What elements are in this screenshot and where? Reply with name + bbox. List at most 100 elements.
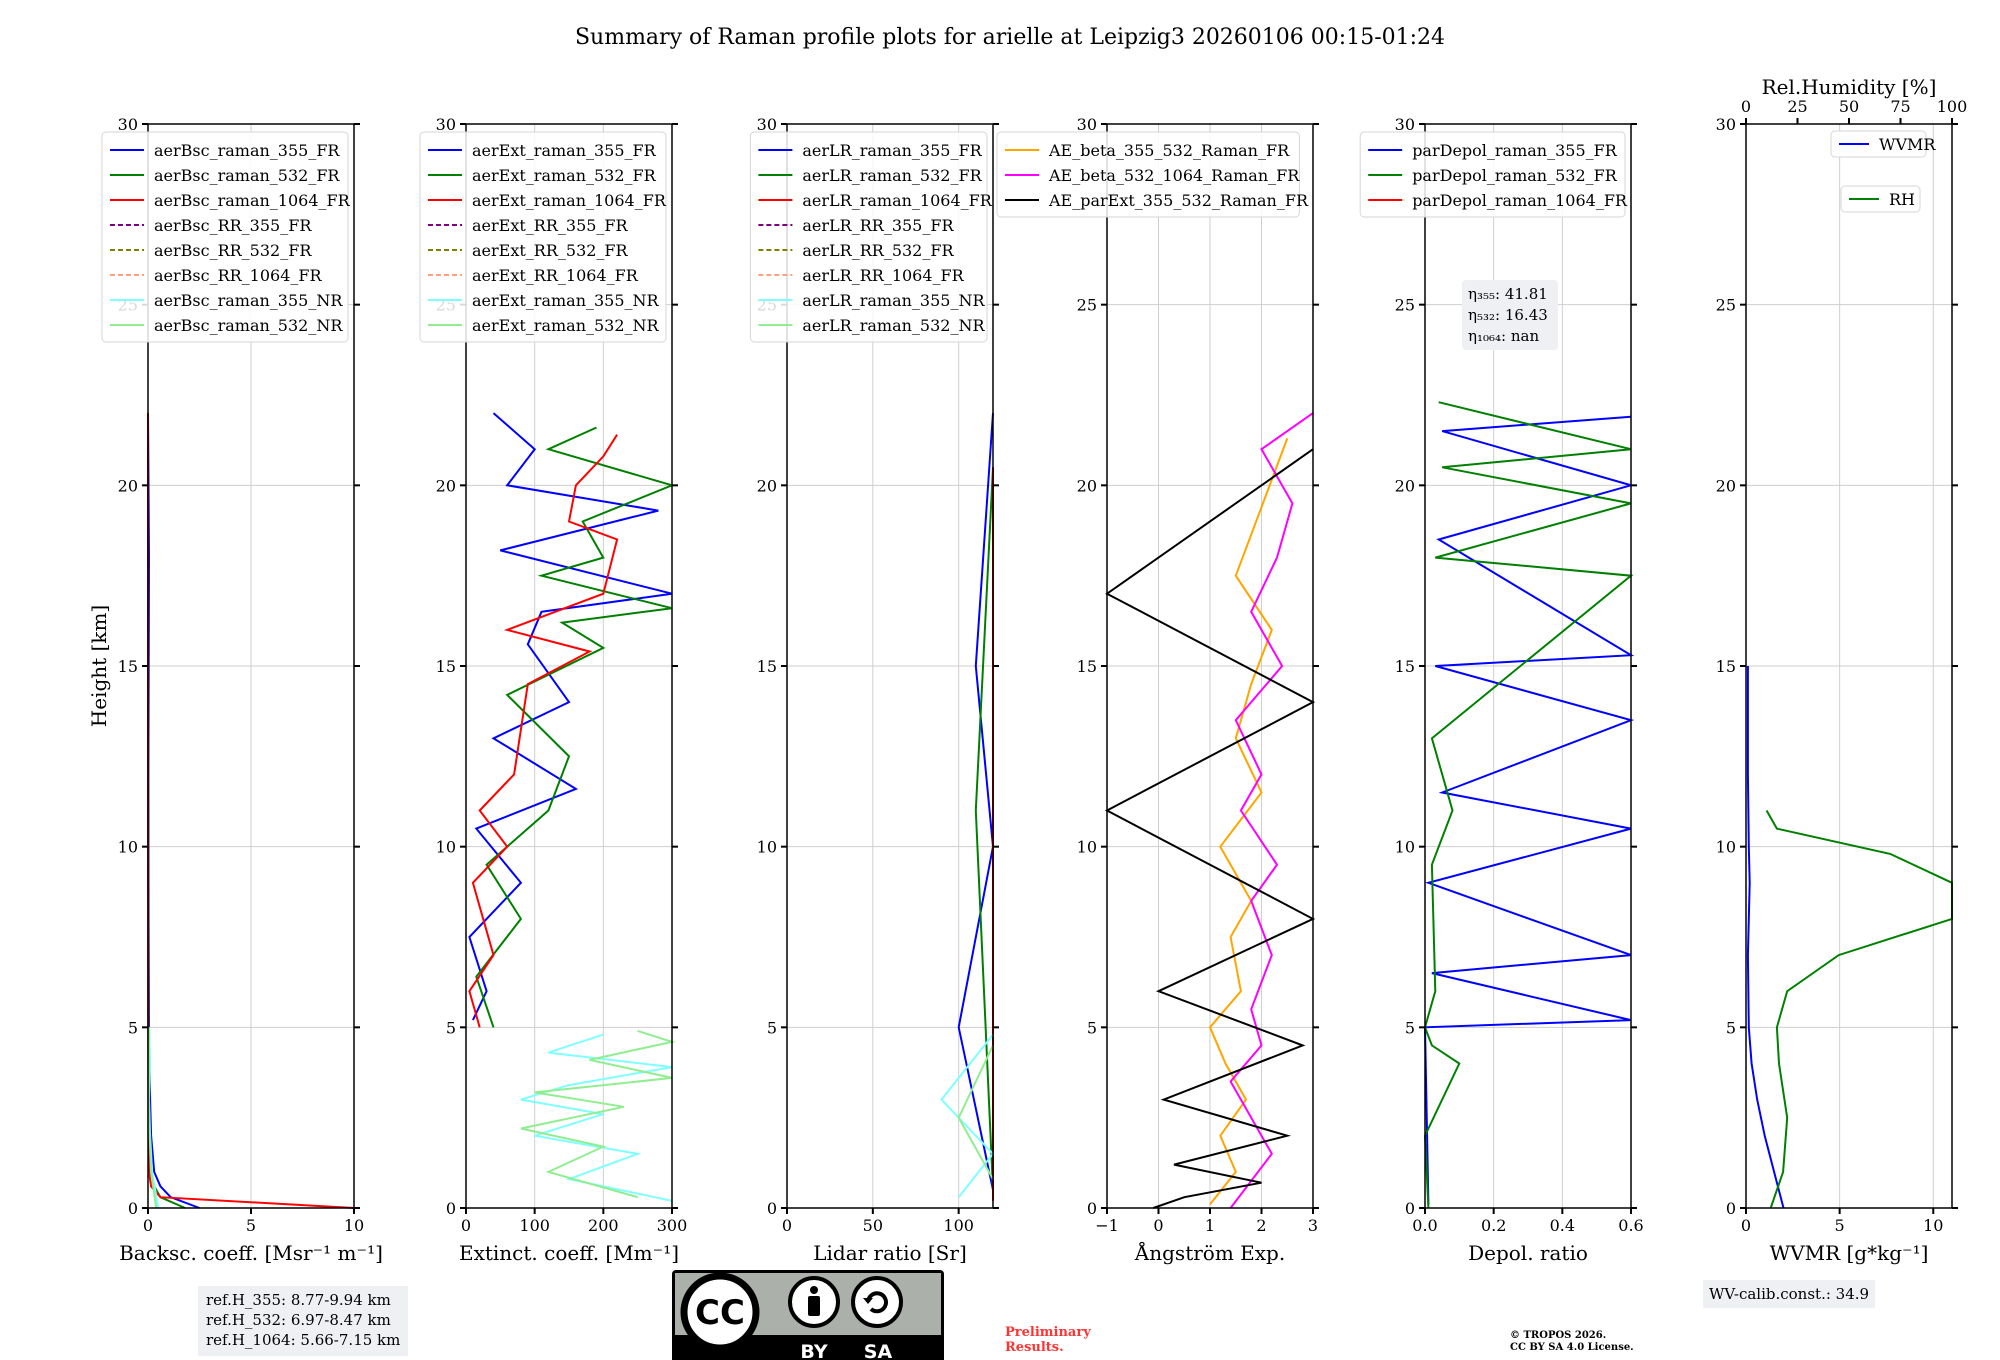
y-tick-label: 15 (1395, 657, 1415, 676)
y-tick-label: 0 (1726, 1199, 1736, 1218)
series-aerExt_raman_355_NR (520, 1033, 673, 1202)
figure-title: Summary of Raman profile plots for ariel… (575, 25, 1445, 50)
legend-label: aerLR_RR_355_FR (802, 216, 954, 235)
x-axis-label: Lidar ratio [Sr] (813, 1241, 967, 1265)
license-badge: CC BY SA (672, 1270, 944, 1360)
y-tick-label: 15 (1716, 657, 1736, 676)
y-tick-label: 25 (1077, 296, 1097, 315)
series-aerExt_raman_532_FR (475, 426, 676, 1028)
legend-label: AE_parExt_355_532_Raman_FR (1048, 191, 1309, 210)
legend: aerExt_raman_355_FR aerExt_raman_532_FRae… (419, 131, 667, 343)
license-sa: SA (864, 1341, 893, 1360)
legend-label: parDepol_raman_1064_FR (1412, 191, 1628, 210)
series-aerLR_raman_532_FR (974, 467, 994, 1190)
y-tick-label: 20 (436, 476, 456, 495)
legend-box (996, 131, 1300, 218)
legend-label: AE_beta_355_532_Raman_FR (1048, 141, 1290, 160)
series-aerLR_raman_532_NR (957, 1044, 994, 1180)
y-tick-label: 10 (1716, 838, 1736, 857)
legend-box (101, 131, 349, 343)
top-x-tick-label: 50 (1839, 97, 1859, 116)
series-RH (1765, 810, 1953, 1209)
legend-label: aerLR_RR_532_FR (802, 241, 954, 260)
series-aerExt_raman_1064_FR (468, 434, 619, 1028)
cc-letters: CC (695, 1293, 745, 1333)
x-tick-label: 300 (657, 1216, 688, 1235)
x-tick-label: 0 (1741, 1216, 1751, 1235)
y-axis-label: Height [km] (87, 605, 111, 727)
y-tick-label: 10 (1077, 838, 1097, 857)
eta-annotation-box (1462, 280, 1558, 350)
legend-label: aerBsc_raman_532_NR (154, 316, 343, 335)
legend-label: parDepol_raman_532_FR (1412, 166, 1618, 185)
legend-label: aerExt_RR_355_FR (472, 216, 629, 235)
y-tick-label: 5 (1405, 1018, 1415, 1037)
legend-label: aerLR_raman_355_NR (802, 291, 985, 310)
y-tick-label: 30 (436, 115, 456, 134)
x-tick-label: 0 (782, 1216, 792, 1235)
legend-label: parDepol_raman_355_FR (1412, 141, 1618, 160)
legend-label: aerBsc_raman_532_FR (154, 166, 340, 185)
series-AE_beta_355_532_Raman_FR (1208, 438, 1289, 1206)
legend-label: aerExt_raman_355_FR (472, 141, 657, 160)
legend-label: aerBsc_RR_1064_FR (154, 266, 323, 285)
x-tick-label: 200 (588, 1216, 619, 1235)
panel-lidar_ratio: 051015202530050100Lidar ratio [Sr]aerLR_… (749, 115, 999, 1265)
cc-icon (680, 1272, 760, 1352)
y-tick-label: 20 (118, 476, 138, 495)
y-tick-label: 5 (767, 1018, 777, 1037)
legend-label: aerLR_raman_1064_FR (802, 191, 992, 210)
x-tick-label: 0 (461, 1216, 471, 1235)
license-by: BY (800, 1341, 827, 1360)
x-axis-label: Extinct. coeff. [Mm⁻¹] (459, 1241, 679, 1265)
x-tick-label: 10 (344, 1216, 364, 1235)
y-tick-label: 30 (757, 115, 777, 134)
y-tick-label: 20 (757, 476, 777, 495)
legend-label: RH (1889, 190, 1915, 209)
legend-label: WVMR (1879, 135, 1936, 154)
y-tick-label: 20 (1716, 476, 1736, 495)
legend-label: aerLR_raman_532_NR (802, 316, 985, 335)
series-aerExt_raman_355_FR (468, 412, 673, 1021)
y-tick-label: 30 (1077, 115, 1097, 134)
x-axis-label: Backsc. coeff. [Msr⁻¹ m⁻¹] (119, 1241, 383, 1265)
y-tick-label: 15 (436, 657, 456, 676)
x-axis-label: Ångström Exp. (1134, 1240, 1285, 1265)
x-axis-label: Depol. ratio (1468, 1241, 1588, 1265)
x-axis-label: WVMR [g*kg⁻¹] (1770, 1241, 1929, 1265)
top-x-tick-label: 0 (1741, 97, 1751, 116)
eta-annotation: η₃₅₅: 41.81 (1468, 285, 1548, 303)
x-tick-label: 3 (1308, 1216, 1318, 1235)
share-alike-icon (851, 1276, 903, 1328)
legend-label: aerExt_RR_1064_FR (472, 266, 639, 285)
series-aerBsc_raman_532_NR (147, 1027, 158, 1209)
legend-label: aerExt_raman_1064_FR (472, 191, 667, 210)
legend-label: aerBsc_raman_355_FR (154, 141, 340, 160)
x-tick-label: 0.6 (1618, 1216, 1643, 1235)
panel-backscatter: 0510152025300510Backsc. coeff. [Msr⁻¹ m⁻… (101, 115, 383, 1265)
y-tick-label: 5 (1726, 1018, 1736, 1037)
x-tick-label: 0 (143, 1216, 153, 1235)
y-tick-label: 15 (118, 657, 138, 676)
legend-label: aerLR_raman_355_FR (802, 141, 982, 160)
x-tick-label: 0.0 (1412, 1216, 1437, 1235)
x-tick-label: 0.4 (1550, 1216, 1575, 1235)
series-aerLR_raman_355_NR (940, 1033, 995, 1198)
legend-label: aerExt_raman_355_NR (472, 291, 660, 310)
y-tick-label: 5 (128, 1018, 138, 1037)
top-x-tick-label: 75 (1890, 97, 1910, 116)
y-tick-label: 10 (757, 838, 777, 857)
y-tick-label: 30 (118, 115, 138, 134)
y-tick-label: 10 (436, 838, 456, 857)
x-tick-label: 100 (943, 1216, 974, 1235)
legend-box (1359, 131, 1626, 218)
legend-box (419, 131, 667, 343)
y-tick-label: 15 (757, 657, 777, 676)
legend: aerBsc_raman_355_FR aerBsc_raman_532_FRae… (101, 131, 351, 343)
legend-label: aerExt_raman_532_NR (472, 316, 660, 335)
x-tick-label: 5 (1835, 1216, 1845, 1235)
